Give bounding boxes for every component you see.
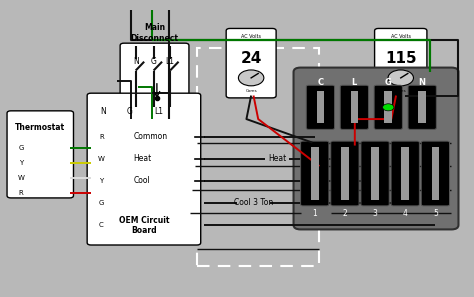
Text: OEM Circuit
Board: OEM Circuit Board [118,216,169,235]
FancyBboxPatch shape [87,93,201,245]
Text: C: C [318,78,323,87]
Bar [371,147,379,200]
Text: Main
Disconnect: Main Disconnect [130,23,179,43]
Text: C: C [99,222,104,228]
FancyBboxPatch shape [421,141,449,206]
Bar [317,91,324,124]
FancyBboxPatch shape [306,85,335,129]
FancyBboxPatch shape [293,68,458,229]
Text: Common: Common [133,132,167,141]
FancyBboxPatch shape [374,85,402,129]
Text: 115: 115 [385,51,417,67]
Text: N: N [419,78,426,87]
FancyBboxPatch shape [7,111,73,198]
Bar [197,48,319,266]
Text: Heat: Heat [133,154,152,163]
Circle shape [238,70,264,86]
Text: W: W [18,175,25,181]
Text: 3: 3 [373,209,377,218]
FancyBboxPatch shape [408,85,437,129]
FancyBboxPatch shape [391,141,419,206]
FancyBboxPatch shape [331,141,359,206]
Text: 5: 5 [433,209,438,218]
Bar [384,91,392,124]
Text: Coms: Coms [395,89,407,93]
Text: Cool 3 Ton: Cool 3 Ton [234,198,273,207]
Text: G: G [385,78,392,87]
Text: 1: 1 [312,209,317,218]
Text: Cool: Cool [133,176,150,185]
Text: Y: Y [99,178,103,184]
Text: 24: 24 [240,51,262,67]
Text: AC Volts: AC Volts [391,34,411,39]
Bar [401,147,409,200]
Bar [341,147,349,200]
Text: L1: L1 [165,57,174,66]
Text: G: G [99,200,104,206]
Text: R: R [99,134,104,140]
Bar [311,147,319,200]
Text: 2: 2 [343,209,347,218]
Text: Thermostat: Thermostat [15,124,65,132]
Circle shape [383,104,394,111]
Bar [432,147,439,200]
Bar [351,91,358,124]
Text: N: N [133,57,138,66]
Text: W: W [98,156,105,162]
Text: G: G [151,57,156,66]
Text: Heat: Heat [268,154,286,163]
FancyBboxPatch shape [120,43,189,121]
Text: G: G [18,146,24,151]
Text: G: G [127,107,133,116]
FancyBboxPatch shape [374,29,427,98]
Bar [419,91,426,124]
FancyBboxPatch shape [361,141,389,206]
FancyBboxPatch shape [340,85,368,129]
Text: N: N [100,107,106,116]
Text: AC Volts: AC Volts [241,34,261,39]
Text: Coms: Coms [246,89,257,93]
Text: L1: L1 [155,107,164,116]
Text: R: R [19,189,24,196]
FancyBboxPatch shape [226,29,276,98]
Circle shape [388,70,413,86]
Text: L: L [352,78,357,87]
Text: 4: 4 [403,209,408,218]
Text: Y: Y [19,160,23,166]
FancyBboxPatch shape [301,141,329,206]
